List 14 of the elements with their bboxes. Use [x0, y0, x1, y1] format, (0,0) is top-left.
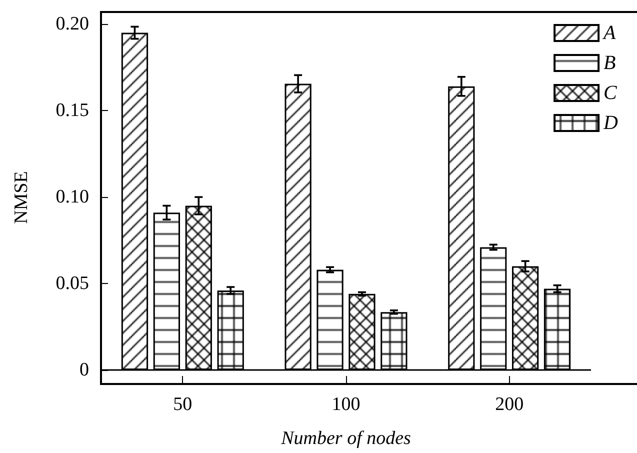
y-tick-label: 0	[80, 360, 89, 381]
legend-label: D	[602, 112, 619, 134]
x-axis-title: Number of nodes	[280, 428, 411, 449]
y-tick-label: 0.05	[56, 273, 89, 294]
x-tick-label: 200	[495, 394, 524, 415]
y-tick-label: 0.10	[56, 186, 89, 208]
y-tick-label: 0.20	[56, 14, 89, 35]
y-axis-title: NMSE	[11, 171, 32, 224]
legend-label: A	[602, 22, 617, 44]
x-tick-label: 100	[332, 394, 360, 415]
x-tick-label: 50	[173, 394, 192, 415]
legend-label: B	[604, 52, 616, 74]
y-tick-label: 0.15	[56, 100, 89, 122]
legend-label: C	[604, 82, 618, 104]
